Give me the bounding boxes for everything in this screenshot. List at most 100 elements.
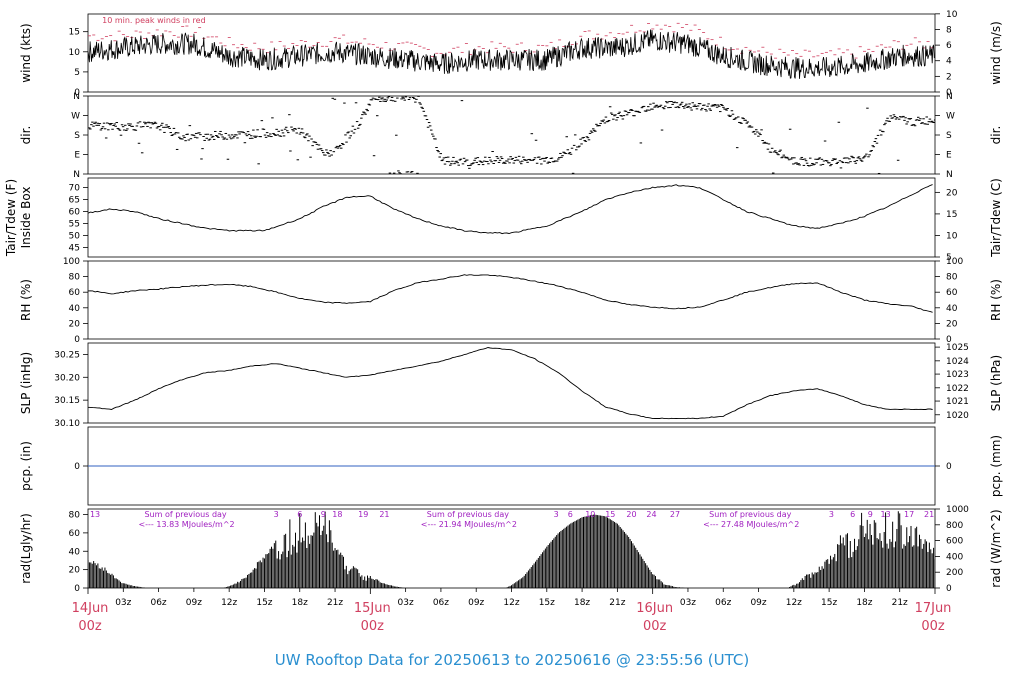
rad-right-tick-label: 600	[946, 537, 963, 547]
temp-left-tick-label: 50	[69, 231, 81, 241]
rad-annotation: Sum of previous day	[709, 510, 791, 519]
slp-right-tick-label: 1025	[946, 343, 969, 353]
wind-right-tick-label: 8	[946, 25, 952, 35]
wind-left-tick-label: 5	[74, 68, 80, 78]
x-day-label: 15Jun	[354, 601, 391, 616]
rad-hour-mark: 21	[924, 510, 934, 519]
rad-hour-mark: 15	[605, 510, 615, 519]
rad-annotation: <--- 27.48 MJoules/m^2	[703, 520, 799, 529]
rad-left-tick-label: 40	[69, 547, 81, 557]
x-hour-label: 06z	[433, 598, 449, 608]
x-hour-label: 21z	[892, 598, 908, 608]
rh-right-tick-label: 100	[946, 257, 963, 267]
wind-speed-line	[88, 29, 935, 79]
x-hour-label: 06z	[715, 598, 731, 608]
x-hour-label: 12z	[786, 598, 802, 608]
temp-right-tick-label: 5	[946, 253, 952, 263]
rh-right-tick-label: 80	[946, 273, 958, 283]
wind-ylabel-right: wind (m/s)	[989, 21, 1003, 85]
temp-frame	[87, 177, 936, 258]
slp-plot-area	[88, 347, 933, 420]
wind-right-tick-label: 0	[946, 88, 952, 98]
x-hour-label: 15z	[256, 598, 272, 608]
x-day-label: 16Jun	[636, 601, 673, 616]
rh-right-tick-label: 20	[946, 319, 958, 329]
x-hour-label: 21z	[609, 598, 625, 608]
temp-left-tick-label: 65	[69, 196, 80, 206]
rad-annotation: Sum of previous day	[427, 510, 509, 519]
temp-right-tick-label: 15	[946, 210, 957, 220]
panel-slp: 30.10 30.15 30.20 30.25 1020 1021 1022 1023 1024…	[19, 342, 1003, 429]
panel-rh: 0 20 40 60 80 100 0 20 40 60 80 100 RH (%) RH (%)	[19, 257, 1003, 345]
x-day-sublabel: 00z	[643, 619, 667, 634]
rad-right-tick-label: 1000	[946, 505, 969, 515]
dir-right-tick-label: N	[946, 92, 953, 102]
rad-hour-mark: 10	[585, 510, 595, 519]
rad-hour-mark: 24	[646, 510, 656, 519]
rh-line	[88, 274, 933, 313]
rad-hour-mark: 9	[868, 510, 873, 519]
rh-ylabel-left: RH (%)	[19, 279, 33, 321]
temp-ylabel-right: Tair/Tdew (C)	[989, 178, 1003, 258]
dir-right-tick-label: N	[946, 170, 953, 180]
rad-hour-mark: 21	[379, 510, 389, 519]
wind-plot-area	[88, 22, 935, 79]
rad-hour-mark: 19	[358, 510, 368, 519]
slp-right-tick-label: 1022	[946, 384, 969, 394]
rh-right-tick-label: 60	[946, 288, 958, 298]
rad-hour-mark: 13	[880, 510, 890, 519]
rad-hour-mark: 9	[321, 510, 326, 519]
x-axis: 03z 06z 09z 12z 15z 18z 21z 03z 06z 09z 12z 15z 18z 2…	[72, 588, 952, 634]
x-hour-label: 15z	[821, 598, 837, 608]
temp-left-tick-label: 70	[69, 184, 81, 194]
x-hour-label: 21z	[327, 598, 343, 608]
rad-hour-mark: 3	[829, 510, 834, 519]
rad-hour-mark: 3	[554, 510, 559, 519]
chart-title: UW Rooftop Data for 20250613 to 20250616…	[275, 651, 749, 669]
slp-right-tick-label: 1024	[946, 357, 969, 367]
dir-ylabel-right: dir.	[989, 126, 1003, 145]
temp-left-tick-label: 60	[69, 208, 81, 218]
dir-left-tick-label: W	[71, 112, 80, 122]
x-hour-label: 15z	[539, 598, 555, 608]
slp-ylabel-left: SLP (inHg)	[19, 352, 33, 414]
dir-left-tick-label: S	[74, 131, 80, 141]
x-day-sublabel: 00z	[921, 619, 945, 634]
rh-left-tick-label: 40	[69, 304, 81, 314]
rh-left-tick-label: 80	[69, 273, 81, 283]
chart-panels: 0 5 10 15 0 24 6 8 10 wind (kts) wind (m/s) 10 min.…	[4, 10, 1003, 594]
x-day-sublabel: 00z	[78, 619, 102, 634]
wind-left-tick-label: 0	[74, 88, 80, 98]
x-hour-label: 03z	[398, 598, 414, 608]
x-day-sublabel: 00z	[361, 619, 385, 634]
rad-ylabel-left: rad(Lgly/hr)	[19, 513, 33, 584]
panel-pcp: 0 0 pcp. (in) pcp. (mm)	[19, 426, 1003, 506]
dir-right-tick-label: E	[946, 151, 952, 161]
pcp-right-tick-label: 0	[946, 462, 952, 472]
temp-right-tick-label: 10	[946, 231, 958, 241]
pcp-left-tick-label: 0	[74, 462, 80, 472]
dir-frame	[87, 95, 936, 175]
x-hour-label: 12z	[221, 598, 237, 608]
temp-right-tick-label: 20	[946, 188, 958, 198]
rad-ylabel-right: rad (W/m^2)	[989, 509, 1003, 587]
wind-annotation: 10 min. peak winds in red	[102, 16, 206, 25]
rad-right-tick-label: 0	[946, 584, 952, 594]
rad-hour-mark: 6	[297, 510, 302, 519]
rad-left-tick-label: 80	[69, 511, 81, 521]
temp-left-tick-label: 45	[69, 243, 80, 253]
dir-ylabel-left: dir.	[19, 126, 33, 145]
pcp-ylabel-right: pcp. (mm)	[989, 435, 1003, 497]
rh-left-tick-label: 100	[63, 257, 80, 267]
wind-ylabel-left: wind (kts)	[19, 23, 33, 82]
rh-left-tick-label: 20	[69, 319, 81, 329]
x-hour-label: 09z	[468, 598, 484, 608]
wind-left-tick-label: 15	[69, 28, 80, 38]
rad-right-tick-label: 200	[946, 568, 963, 578]
rad-hour-mark: 18	[332, 510, 342, 519]
x-day-label: 17Jun	[915, 601, 952, 616]
wind-right-tick-label: 2	[946, 72, 952, 82]
